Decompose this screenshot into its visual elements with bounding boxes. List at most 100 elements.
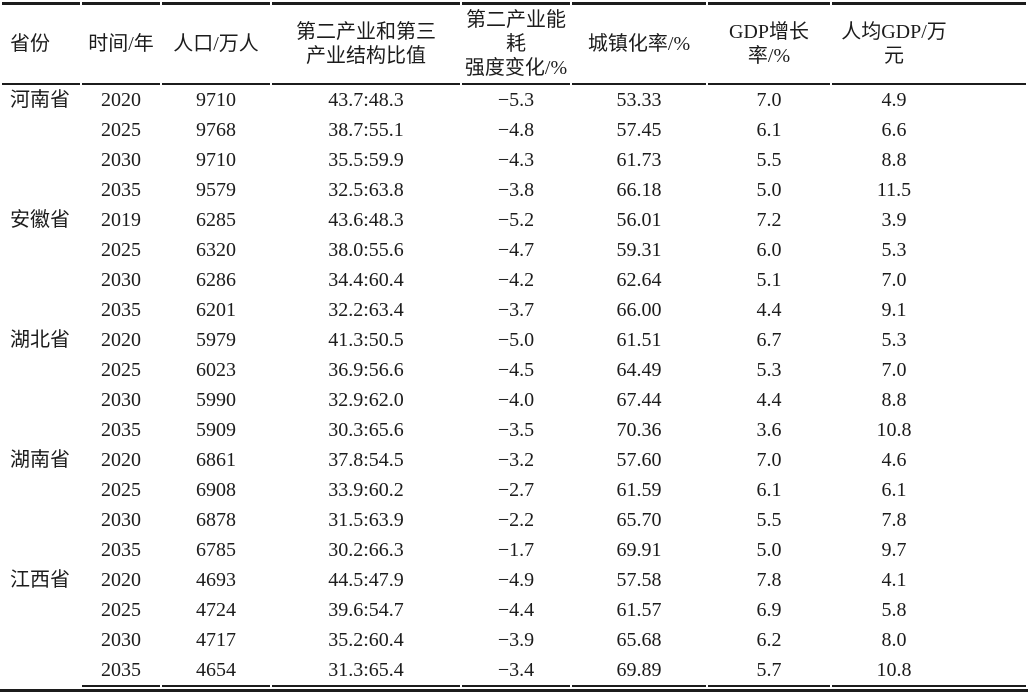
- province-cell: 河南省: [10, 89, 70, 111]
- column-header-industry-structure: 第二产业和第三 产业结构比值: [272, 2, 460, 85]
- year-cell: 2019: [101, 209, 141, 231]
- gdp-growth-cell: 7.0: [756, 449, 782, 471]
- province-cell: 湖北省: [10, 329, 70, 351]
- urbanization-cell: 61.73: [616, 149, 662, 171]
- urbanization-cell: 67.44: [616, 389, 662, 411]
- industry-structure-cell: 30.3:65.6: [328, 419, 404, 441]
- energy-intensity-cell: −3.5: [497, 419, 535, 441]
- year-cell: 2035: [82, 655, 160, 687]
- year-cell: 2035: [101, 299, 141, 321]
- gdp-per-capita-cell: 7.8: [881, 509, 907, 531]
- province-cell: 湖南省: [10, 449, 70, 471]
- gdp-per-capita-cell: 4.6: [881, 449, 907, 471]
- gdp-per-capita-cell: 3.9: [881, 209, 907, 231]
- gdp-growth-cell: 6.7: [756, 329, 782, 351]
- gdp-per-capita-cell: 4.9: [881, 89, 907, 111]
- gdp-growth-cell: 6.1: [756, 119, 782, 141]
- column-header-year: 时间/年: [82, 2, 160, 85]
- urbanization-cell: 62.64: [616, 269, 662, 291]
- energy-intensity-cell: −4.0: [497, 389, 535, 411]
- table-row: 2035 4654 31.3:65.4 −3.4 69.89 5.7 10.8: [2, 655, 1026, 687]
- gdp-growth-cell: 3.6: [756, 419, 782, 441]
- urbanization-cell: 64.49: [616, 359, 662, 381]
- industry-structure-cell: 31.5:63.9: [328, 509, 404, 531]
- energy-intensity-cell: −4.4: [497, 599, 535, 621]
- year-cell: 2025: [101, 119, 141, 141]
- gdp-per-capita-cell: 7.0: [881, 359, 907, 381]
- industry-structure-cell: 39.6:54.7: [328, 599, 404, 621]
- gdp-per-capita-cell: 9.7: [881, 539, 907, 561]
- gdp-growth-cell: 5.5: [756, 149, 782, 171]
- gdp-per-capita-cell: 5.8: [881, 599, 907, 621]
- year-cell: 2025: [101, 479, 141, 501]
- gdp-per-capita-cell: 6.1: [881, 479, 907, 501]
- energy-intensity-cell: −4.7: [497, 239, 535, 261]
- urbanization-cell: 57.58: [616, 569, 662, 591]
- population-cell: 5909: [196, 419, 236, 441]
- urbanization-cell: 65.70: [616, 509, 662, 531]
- table-row: 2035 9579 32.5:63.8 −3.8 66.18 5.0 11.5: [2, 175, 1026, 205]
- gdp-growth-cell: 7.8: [756, 569, 782, 591]
- table-row: 江西省 2020 4693 44.5:47.9 −4.9 57.58 7.8 4.1: [2, 565, 1026, 595]
- gdp-growth-cell: 6.0: [756, 239, 782, 261]
- gdp-per-capita-cell: 4.1: [881, 569, 907, 591]
- table-row: 2030 5990 32.9:62.0 −4.0 67.44 4.4 8.8: [2, 385, 1026, 415]
- table-row: 2030 6878 31.5:63.9 −2.2 65.70 5.5 7.8: [2, 505, 1026, 535]
- table-row: 安徽省 2019 6285 43.6:48.3 −5.2 56.01 7.2 3.9: [2, 205, 1026, 235]
- column-header-gdp-per-capita: 人均GDP/万元: [832, 2, 1026, 85]
- year-cell: 2030: [101, 389, 141, 411]
- year-cell: 2025: [101, 599, 141, 621]
- column-header-urbanization: 城镇化率/%: [572, 2, 706, 85]
- province-cell: 安徽省: [10, 209, 70, 231]
- energy-intensity-cell: −3.7: [497, 299, 535, 321]
- energy-intensity-cell: −2.2: [497, 509, 535, 531]
- energy-intensity-cell: −5.3: [497, 89, 535, 111]
- urbanization-cell: 53.33: [616, 89, 662, 111]
- population-cell: 4654: [162, 655, 270, 687]
- table-row: 2035 6201 32.2:63.4 −3.7 66.00 4.4 9.1: [2, 295, 1026, 325]
- urbanization-cell: 69.89: [572, 655, 706, 687]
- table-header-row: 省份 时间/年 人口/万人 第二产业和第三 产业结构比值 第二产业能耗 强度变化…: [2, 2, 1026, 85]
- year-cell: 2020: [101, 89, 141, 111]
- population-cell: 4724: [196, 599, 236, 621]
- energy-intensity-cell: −4.3: [497, 149, 535, 171]
- urbanization-cell: 69.91: [616, 539, 662, 561]
- gdp-growth-cell: 5.0: [756, 539, 782, 561]
- urbanization-cell: 65.68: [616, 629, 662, 651]
- table-row: 2030 4717 35.2:60.4 −3.9 65.68 6.2 8.0: [2, 625, 1026, 655]
- energy-intensity-cell: −5.0: [497, 329, 535, 351]
- urbanization-cell: 70.36: [616, 419, 662, 441]
- year-cell: 2020: [101, 449, 141, 471]
- population-cell: 6878: [196, 509, 236, 531]
- industry-structure-cell: 38.7:55.1: [328, 119, 404, 141]
- gdp-growth-cell: 5.5: [756, 509, 782, 531]
- energy-intensity-cell: −1.7: [497, 539, 535, 561]
- population-cell: 6201: [196, 299, 236, 321]
- table-row: 2030 9710 35.5:59.9 −4.3 61.73 5.5 8.8: [2, 145, 1026, 175]
- gdp-growth-cell: 5.3: [756, 359, 782, 381]
- gdp-growth-cell: 5.7: [708, 655, 830, 687]
- population-cell: 6286: [196, 269, 236, 291]
- gdp-growth-cell: 4.4: [756, 299, 782, 321]
- table-row: 2025 6023 36.9:56.6 −4.5 64.49 5.3 7.0: [2, 355, 1026, 385]
- population-cell: 5990: [196, 389, 236, 411]
- population-cell: 9579: [196, 179, 236, 201]
- urbanization-cell: 56.01: [616, 209, 662, 231]
- urbanization-cell: 66.00: [616, 299, 662, 321]
- table-row: 2025 6908 33.9:60.2 −2.7 61.59 6.1 6.1: [2, 475, 1026, 505]
- gdp-per-capita-cell: 6.6: [881, 119, 907, 141]
- year-cell: 2025: [101, 239, 141, 261]
- gdp-per-capita-cell: 9.1: [881, 299, 907, 321]
- urbanization-cell: 61.57: [616, 599, 662, 621]
- population-cell: 6908: [196, 479, 236, 501]
- industry-structure-cell: 43.6:48.3: [328, 209, 404, 231]
- industry-structure-cell: 32.2:63.4: [328, 299, 404, 321]
- population-cell: 6023: [196, 359, 236, 381]
- gdp-per-capita-cell: 10.8: [876, 419, 912, 441]
- energy-intensity-cell: −4.8: [497, 119, 535, 141]
- population-cell: 9710: [196, 89, 236, 111]
- table-row: 2030 6286 34.4:60.4 −4.2 62.64 5.1 7.0: [2, 265, 1026, 295]
- year-cell: 2035: [101, 419, 141, 441]
- gdp-growth-cell: 5.0: [756, 179, 782, 201]
